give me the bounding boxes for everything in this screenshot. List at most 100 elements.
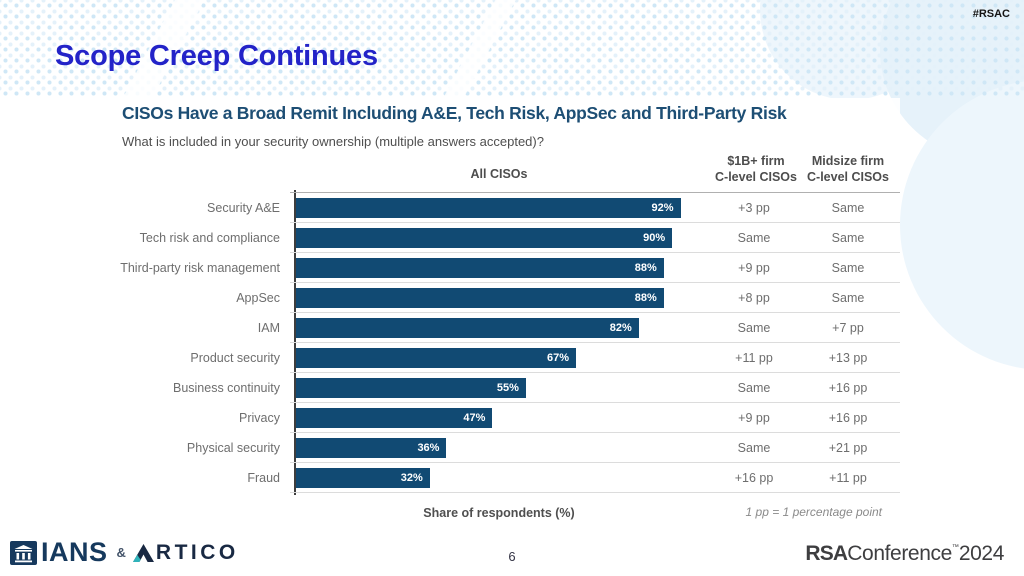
delta-1b-firm: Same <box>737 441 771 455</box>
delta-midsize: Same <box>831 231 865 245</box>
bar-value-label: 32% <box>400 472 423 484</box>
chart-row: Third-party risk management 88% +9 pp Sa… <box>100 253 900 283</box>
delta-1b-firm: +16 pp <box>734 471 774 485</box>
value-bar: 67% <box>296 348 577 368</box>
chart-row: Tech risk and compliance 90% Same Same <box>100 223 900 253</box>
delta-midsize: Same <box>831 261 865 275</box>
bar-track: 55% <box>296 378 714 398</box>
ians-pillar-icon <box>10 540 37 565</box>
category-label: Physical security <box>186 441 280 455</box>
delta-midsize: Same <box>831 291 865 305</box>
column-header-1b-line2: C-level CISOs <box>715 170 797 185</box>
value-bar: 92% <box>296 198 681 218</box>
ampersand: & <box>116 545 126 560</box>
rsac-hashtag: #RSAC <box>972 8 1010 20</box>
category-label: Third-party risk management <box>120 261 280 275</box>
bar-track: 82% <box>296 318 714 338</box>
chart-row: Product security 67% +11 pp +13 pp <box>100 343 900 373</box>
delta-1b-firm: +11 pp <box>735 351 773 365</box>
dot-pattern-banner <box>0 0 1024 118</box>
bar-value-label: 90% <box>643 232 666 244</box>
category-label: IAM <box>257 321 280 335</box>
delta-1b-firm: +9 pp <box>738 411 770 425</box>
delta-midsize: Same <box>831 201 865 215</box>
bar-track: 36% <box>296 438 714 458</box>
bar-value-label: 92% <box>651 202 674 214</box>
delta-midsize: +16 pp <box>828 381 868 395</box>
chart-row: Business continuity 55% Same +16 pp <box>100 373 900 403</box>
bar-value-label: 88% <box>634 262 657 274</box>
column-header-mid-line2: C-level CISOs <box>807 170 889 185</box>
rsa-conference-logo: RSAConference™2024 <box>805 542 1004 566</box>
chart-row: Physical security 36% Same +21 pp <box>100 433 900 463</box>
delta-1b-firm: +9 pp <box>738 261 770 275</box>
rsa-year: 2024 <box>958 542 1005 565</box>
chart-heading: CISOs Have a Broad Remit Including A&E, … <box>122 103 787 123</box>
bar-track: 67% <box>296 348 714 368</box>
value-bar: 32% <box>296 468 430 488</box>
artico-wordmark: RTICO <box>155 540 239 564</box>
bar-value-label: 36% <box>417 442 440 454</box>
bar-value-label: 82% <box>609 322 632 334</box>
column-header-1b-line1: $1B+ firm <box>727 154 785 168</box>
chart-panel: CISOs Have a Broad Remit Including A&E, … <box>100 98 900 538</box>
delta-midsize: +16 pp <box>828 411 868 425</box>
chart-rows: Security A&E 92% +3 pp Same Tech risk an… <box>100 192 900 493</box>
delta-midsize: +13 pp <box>828 351 868 365</box>
x-axis-label: Share of respondents (%) <box>423 506 575 520</box>
chart-row: AppSec 88% +8 pp Same <box>100 283 900 313</box>
category-label: AppSec <box>236 291 280 305</box>
artico-logo: RTICO <box>132 540 239 565</box>
column-header-all-cisos: All CISOs <box>470 167 528 181</box>
trademark-symbol: ™ <box>951 544 959 551</box>
pp-footnote: 1 pp = 1 percentage point <box>745 505 882 519</box>
bar-track: 47% <box>296 408 714 428</box>
slide-title: Scope Creep Continues <box>55 40 378 72</box>
bar-value-label: 88% <box>634 292 657 304</box>
chart-question: What is included in your security owners… <box>122 134 544 149</box>
artico-a-triangle-icon <box>132 543 154 562</box>
rsa-conference-text: Conference <box>847 542 952 565</box>
bar-track: 88% <box>296 288 714 308</box>
bar-track: 32% <box>296 468 714 488</box>
bar-value-label: 55% <box>496 382 519 394</box>
value-bar: 47% <box>296 408 493 428</box>
bar-value-label: 67% <box>547 352 570 364</box>
category-label: Security A&E <box>207 201 280 215</box>
column-header-midsize-firm: Midsize firm C-level CISOs <box>792 153 904 186</box>
value-bar: 88% <box>296 258 664 278</box>
bar-track: 92% <box>296 198 714 218</box>
value-bar: 36% <box>296 438 447 458</box>
category-label: Privacy <box>239 411 280 425</box>
delta-1b-firm: +8 pp <box>738 291 770 305</box>
chart-row: Privacy 47% +9 pp +16 pp <box>100 403 900 433</box>
bar-track: 90% <box>296 228 714 248</box>
ians-wordmark: IANS <box>41 537 108 567</box>
category-label: Business continuity <box>172 381 280 395</box>
value-bar: 82% <box>296 318 639 338</box>
value-bar: 90% <box>296 228 673 248</box>
delta-1b-firm: +3 pp <box>738 201 770 215</box>
category-label: Fraud <box>247 471 280 485</box>
category-label: Product security <box>190 351 280 365</box>
bar-value-label: 47% <box>463 412 486 424</box>
column-header-1b-firm: $1B+ firm C-level CISOs <box>696 153 816 186</box>
chart-row: Fraud 32% +16 pp +11 pp <box>100 463 900 493</box>
delta-midsize: +21 pp <box>828 441 868 455</box>
delta-1b-firm: Same <box>737 381 771 395</box>
chart-row: Security A&E 92% +3 pp Same <box>100 193 900 223</box>
rsa-wordmark: RSA <box>805 542 848 565</box>
delta-midsize: +7 pp <box>832 321 864 335</box>
value-bar: 88% <box>296 288 664 308</box>
page-number: 6 <box>508 549 516 564</box>
delta-1b-firm: Same <box>737 231 771 245</box>
delta-midsize: +11 pp <box>829 471 867 485</box>
footer-logos: IANS & RTICO <box>10 537 239 568</box>
chart-row: IAM 82% Same +7 pp <box>100 313 900 343</box>
category-label: Tech risk and compliance <box>139 231 280 245</box>
column-header-mid-line1: Midsize firm <box>811 154 885 168</box>
value-bar: 55% <box>296 378 526 398</box>
delta-1b-firm: Same <box>737 321 771 335</box>
bar-track: 88% <box>296 258 714 278</box>
